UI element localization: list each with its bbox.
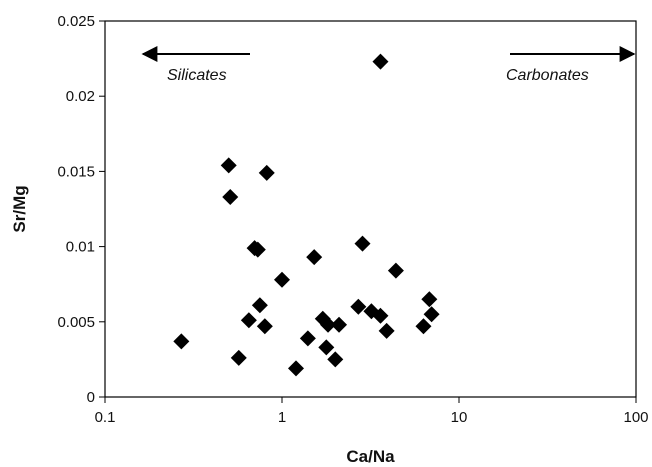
data-point [249,241,266,258]
y-tick-label: 0.025 [57,13,95,30]
data-point [230,349,247,366]
axis-ticks [99,20,637,403]
x-tick-label: 1 [278,409,286,426]
carbonates-annotation: Carbonates [506,46,636,84]
silicates-annotation: Silicates [141,46,250,84]
data-point [173,333,190,350]
data-point [421,291,438,308]
data-point [251,297,268,314]
tick-labels: 0 0.005 0.01 0.015 0.02 0.025 0.1 1 10 100 [57,13,648,426]
x-tick-label: 0.1 [95,409,116,426]
data-point [331,316,348,333]
data-point [378,322,395,339]
x-tick-label: 100 [623,409,648,426]
data-point [318,339,335,356]
data-point [240,312,257,329]
data-point [256,318,273,335]
data-point [288,360,305,377]
data-point [387,262,404,279]
data-point [423,306,440,323]
y-tick-label: 0.015 [57,163,95,180]
plot-border [104,20,637,398]
data-point [306,249,323,266]
data-point [327,351,344,368]
data-point [220,157,237,174]
data-point [354,235,371,252]
y-axis-label: Sr/Mg [10,185,29,232]
data-point [299,330,316,347]
data-point [320,316,337,333]
x-axis-label: Ca/Na [346,447,395,466]
plot-area [104,20,637,398]
data-point [350,298,367,315]
x-tick-label: 10 [451,409,468,426]
annotation-label: Silicates [167,67,227,84]
data-points [173,53,440,377]
y-tick-label: 0.005 [57,314,95,331]
y-tick-label: 0 [87,389,95,406]
data-point [372,53,389,70]
y-tick-label: 0.02 [66,88,95,105]
annotation-label: Carbonates [506,67,589,84]
y-tick-label: 0.01 [66,239,95,256]
data-point [415,318,432,335]
annotations: Silicates Carbonates [141,46,636,84]
data-point [274,271,290,288]
data-point [222,188,239,205]
data-point [372,307,389,324]
data-point [258,164,275,181]
